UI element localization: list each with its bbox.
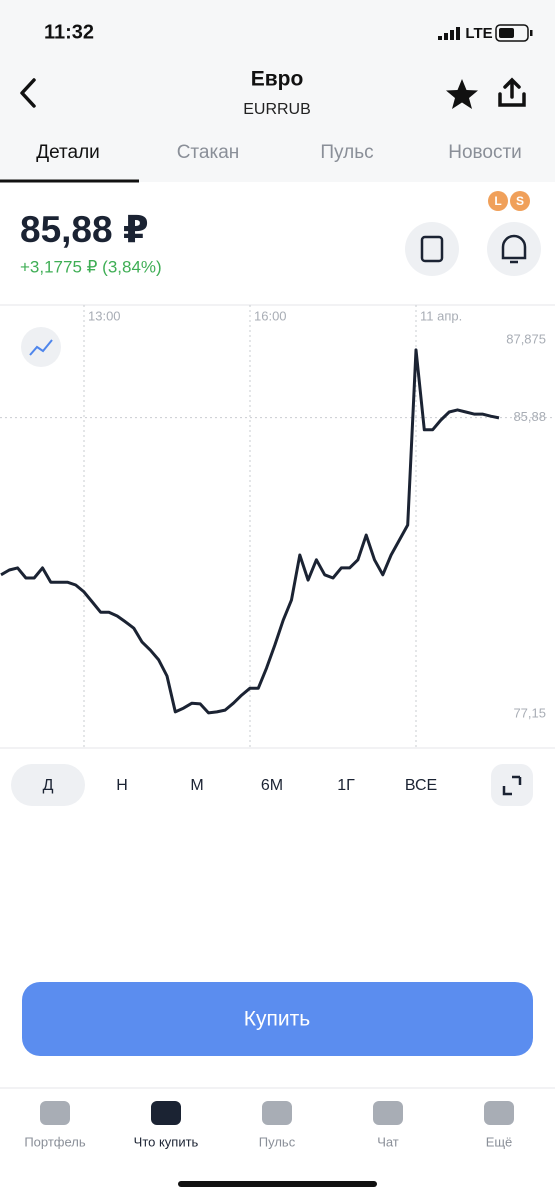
back-button[interactable] [20, 78, 36, 108]
period-button[interactable]: 6М [261, 777, 283, 794]
period-selected-bg [11, 764, 85, 806]
network: LTE [465, 25, 492, 42]
price-line-series [0, 348, 500, 715]
battery [495, 24, 533, 42]
y-tick-label: 87,875 [506, 331, 546, 346]
badge-bg [510, 191, 530, 211]
badge-bg [488, 191, 508, 211]
period-button[interactable]: М [190, 777, 203, 794]
x-tick-label: 11 апр. [420, 308, 462, 323]
badge: L [494, 194, 501, 208]
subtitle: EURRUB [243, 101, 311, 118]
nav-item[interactable]: Чат [377, 1134, 399, 1149]
nav-icon [373, 1101, 403, 1125]
favorite-button[interactable] [446, 79, 478, 109]
nav-item[interactable]: Что купить [134, 1134, 199, 1149]
nav-item[interactable]: Ещё [486, 1134, 513, 1149]
nav-icon [40, 1101, 70, 1125]
clock: 11:32 [44, 21, 94, 43]
y-tick-label: 77,15 [513, 705, 546, 720]
period-button[interactable]: 1Г [337, 777, 355, 794]
badge: S [516, 194, 524, 208]
nav-item[interactable]: Пульс [259, 1134, 296, 1149]
fullscreen-icon [502, 775, 522, 796]
nav-icon [151, 1101, 181, 1125]
tab[interactable]: Новости [448, 142, 522, 163]
period-button[interactable]: Н [116, 777, 128, 794]
buy-button[interactable] [22, 982, 533, 1056]
title: Евро [251, 68, 304, 91]
period-button[interactable]: ВСЕ [405, 777, 437, 794]
fullscreen-button[interactable] [491, 764, 533, 806]
tab[interactable]: Стакан [177, 142, 240, 163]
price: 85,88 ₽ [20, 209, 149, 250]
y-tick-label: 85,88 [513, 409, 546, 424]
nav-icon [262, 1101, 292, 1125]
price-change: +3,1775 ₽ (3,84%) [20, 257, 162, 276]
notes-icon [420, 235, 444, 263]
x-tick-label: 13:00 [88, 308, 121, 323]
notes-button[interactable] [405, 222, 459, 276]
alert-icon [501, 234, 527, 264]
x-tick-label: 16:00 [254, 308, 287, 323]
share-button[interactable] [498, 77, 526, 107]
nav-icon [484, 1101, 514, 1125]
buy-button-label: Купить [244, 1008, 310, 1031]
tab[interactable]: Детали [36, 142, 100, 163]
home-indicator [178, 1181, 377, 1187]
chart-type-button[interactable] [21, 327, 61, 367]
signal [438, 27, 460, 40]
alert-button[interactable] [487, 222, 541, 276]
nav-item[interactable]: Портфель [24, 1134, 86, 1149]
period-button[interactable]: Д [43, 777, 54, 794]
chart-type-icon [29, 339, 53, 356]
tab[interactable]: Пульс [320, 142, 373, 163]
